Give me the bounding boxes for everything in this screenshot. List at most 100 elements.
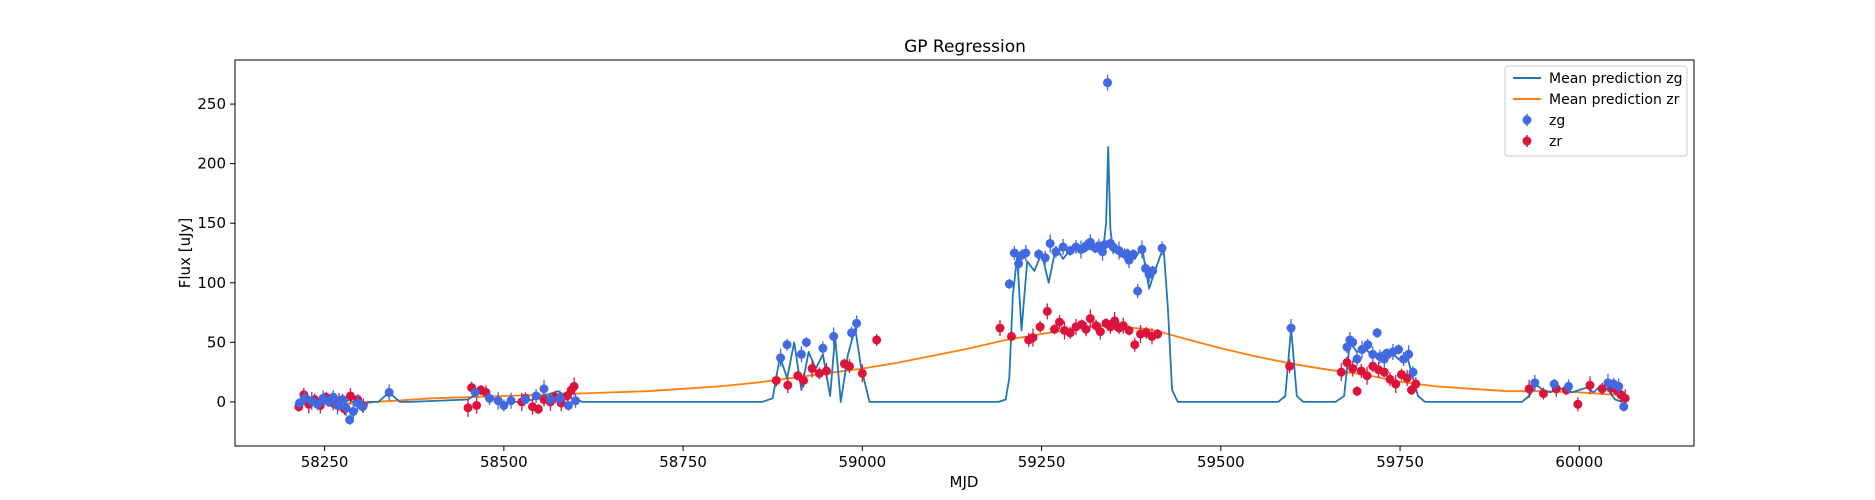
zg-point — [499, 400, 509, 410]
zg-point — [545, 395, 555, 405]
zg-point — [358, 402, 368, 412]
zg-point — [341, 403, 351, 413]
zg-point — [852, 318, 862, 328]
legend: Mean prediction zg Mean prediction zr zg… — [1504, 65, 1688, 157]
zg-point — [1549, 379, 1559, 389]
x-tick-label: 58250 — [301, 453, 349, 471]
zg-point — [531, 391, 541, 401]
zg-point — [506, 396, 516, 406]
y-tick-label: 150 — [197, 214, 226, 232]
zr-point — [783, 380, 793, 390]
legend-label-zg-line: Mean prediction zg — [1549, 71, 1683, 87]
zr-point — [472, 400, 482, 410]
zr-point — [1402, 373, 1412, 383]
zg-point — [1394, 345, 1404, 354]
zg-point — [1363, 340, 1373, 350]
zr-point — [1035, 322, 1045, 332]
zg-point — [312, 399, 322, 409]
zg-point — [1348, 337, 1358, 347]
zr-point — [857, 368, 867, 378]
zg-point — [348, 406, 358, 416]
zr-point — [844, 361, 854, 371]
zr-point — [1585, 380, 1595, 390]
zr-point — [814, 368, 824, 378]
zr-point — [1342, 358, 1352, 368]
zr-point — [1379, 367, 1389, 377]
legend-label-zr-line: Mean prediction zr — [1549, 92, 1680, 108]
legend-label-zg-points: zg — [1549, 113, 1565, 129]
zr-point — [1049, 324, 1059, 334]
zr-point — [821, 366, 831, 376]
zg-point — [1157, 243, 1167, 253]
plot-frame — [234, 59, 1695, 447]
zr-point — [1285, 361, 1295, 371]
zg-point — [1137, 244, 1147, 254]
zr-point — [771, 375, 781, 385]
zg-point — [470, 387, 480, 397]
zg-point — [571, 396, 581, 406]
zr-point — [1411, 379, 1421, 389]
zg-point — [1004, 279, 1014, 289]
zg-point — [1368, 349, 1378, 359]
zg-point — [1014, 259, 1024, 269]
zg-point — [1404, 349, 1414, 359]
zr-point — [1620, 393, 1630, 403]
x-tick-label: 59000 — [838, 453, 886, 471]
zr-point — [1597, 384, 1607, 394]
zg-point — [1564, 381, 1574, 391]
y-axis-label: Flux [uJy] — [176, 218, 194, 288]
zg-point — [782, 340, 792, 350]
zg-point — [1372, 328, 1382, 338]
chart-title: GP Regression — [904, 37, 1026, 57]
zg-point — [1614, 381, 1624, 391]
zg-point — [300, 393, 310, 403]
zg-point — [333, 400, 343, 410]
zr-point — [1081, 324, 1091, 334]
zg-point — [539, 384, 549, 394]
zr-point — [1391, 379, 1401, 389]
zr-point — [1352, 386, 1362, 396]
zg-point — [1045, 238, 1055, 248]
x-tick-label: 59750 — [1376, 453, 1424, 471]
plot-area — [234, 59, 1695, 447]
zg-point — [1040, 253, 1050, 263]
legend-zr-marker — [1522, 136, 1532, 146]
zg-point — [520, 395, 530, 405]
zg-point — [1021, 248, 1031, 258]
zr-point — [1054, 317, 1064, 327]
zr-point — [799, 375, 809, 385]
zg-point — [801, 337, 811, 347]
zg-point — [1085, 237, 1095, 247]
zr-point — [872, 335, 882, 345]
zg-points-group — [295, 74, 1629, 425]
x-tick-label: 59500 — [1197, 453, 1245, 471]
y-tick-label: 100 — [197, 274, 226, 292]
zg-point — [1103, 78, 1113, 88]
zr-point — [807, 364, 817, 374]
zr-point — [1006, 331, 1016, 341]
zg-point — [847, 328, 857, 338]
zr-point — [1153, 329, 1163, 339]
zg-point — [1009, 248, 1019, 258]
plot-background — [235, 60, 1694, 446]
y-axis: 0 50 100 150 200 250 — [197, 95, 235, 411]
zg-point — [1352, 354, 1362, 364]
zr-point — [1538, 389, 1548, 399]
zr-point — [1085, 314, 1095, 324]
zr-point — [1110, 316, 1120, 326]
zr-point — [995, 323, 1005, 333]
y-tick-label: 0 — [216, 393, 226, 411]
zg-point — [1530, 378, 1540, 388]
zg-point — [776, 353, 786, 363]
x-axis: 58250 58500 58750 59000 59250 59500 59750 60000 — [301, 446, 1603, 471]
zg-point — [555, 393, 565, 403]
zg-point — [328, 392, 338, 402]
y-tick-label: 50 — [207, 333, 226, 351]
x-axis-label: MJD — [950, 473, 979, 491]
zr-point — [1124, 325, 1134, 335]
zg-point — [1133, 286, 1143, 296]
zg-point — [1128, 249, 1138, 259]
zg-point — [1058, 242, 1068, 252]
legend-label-zr-points: zr — [1549, 134, 1562, 150]
